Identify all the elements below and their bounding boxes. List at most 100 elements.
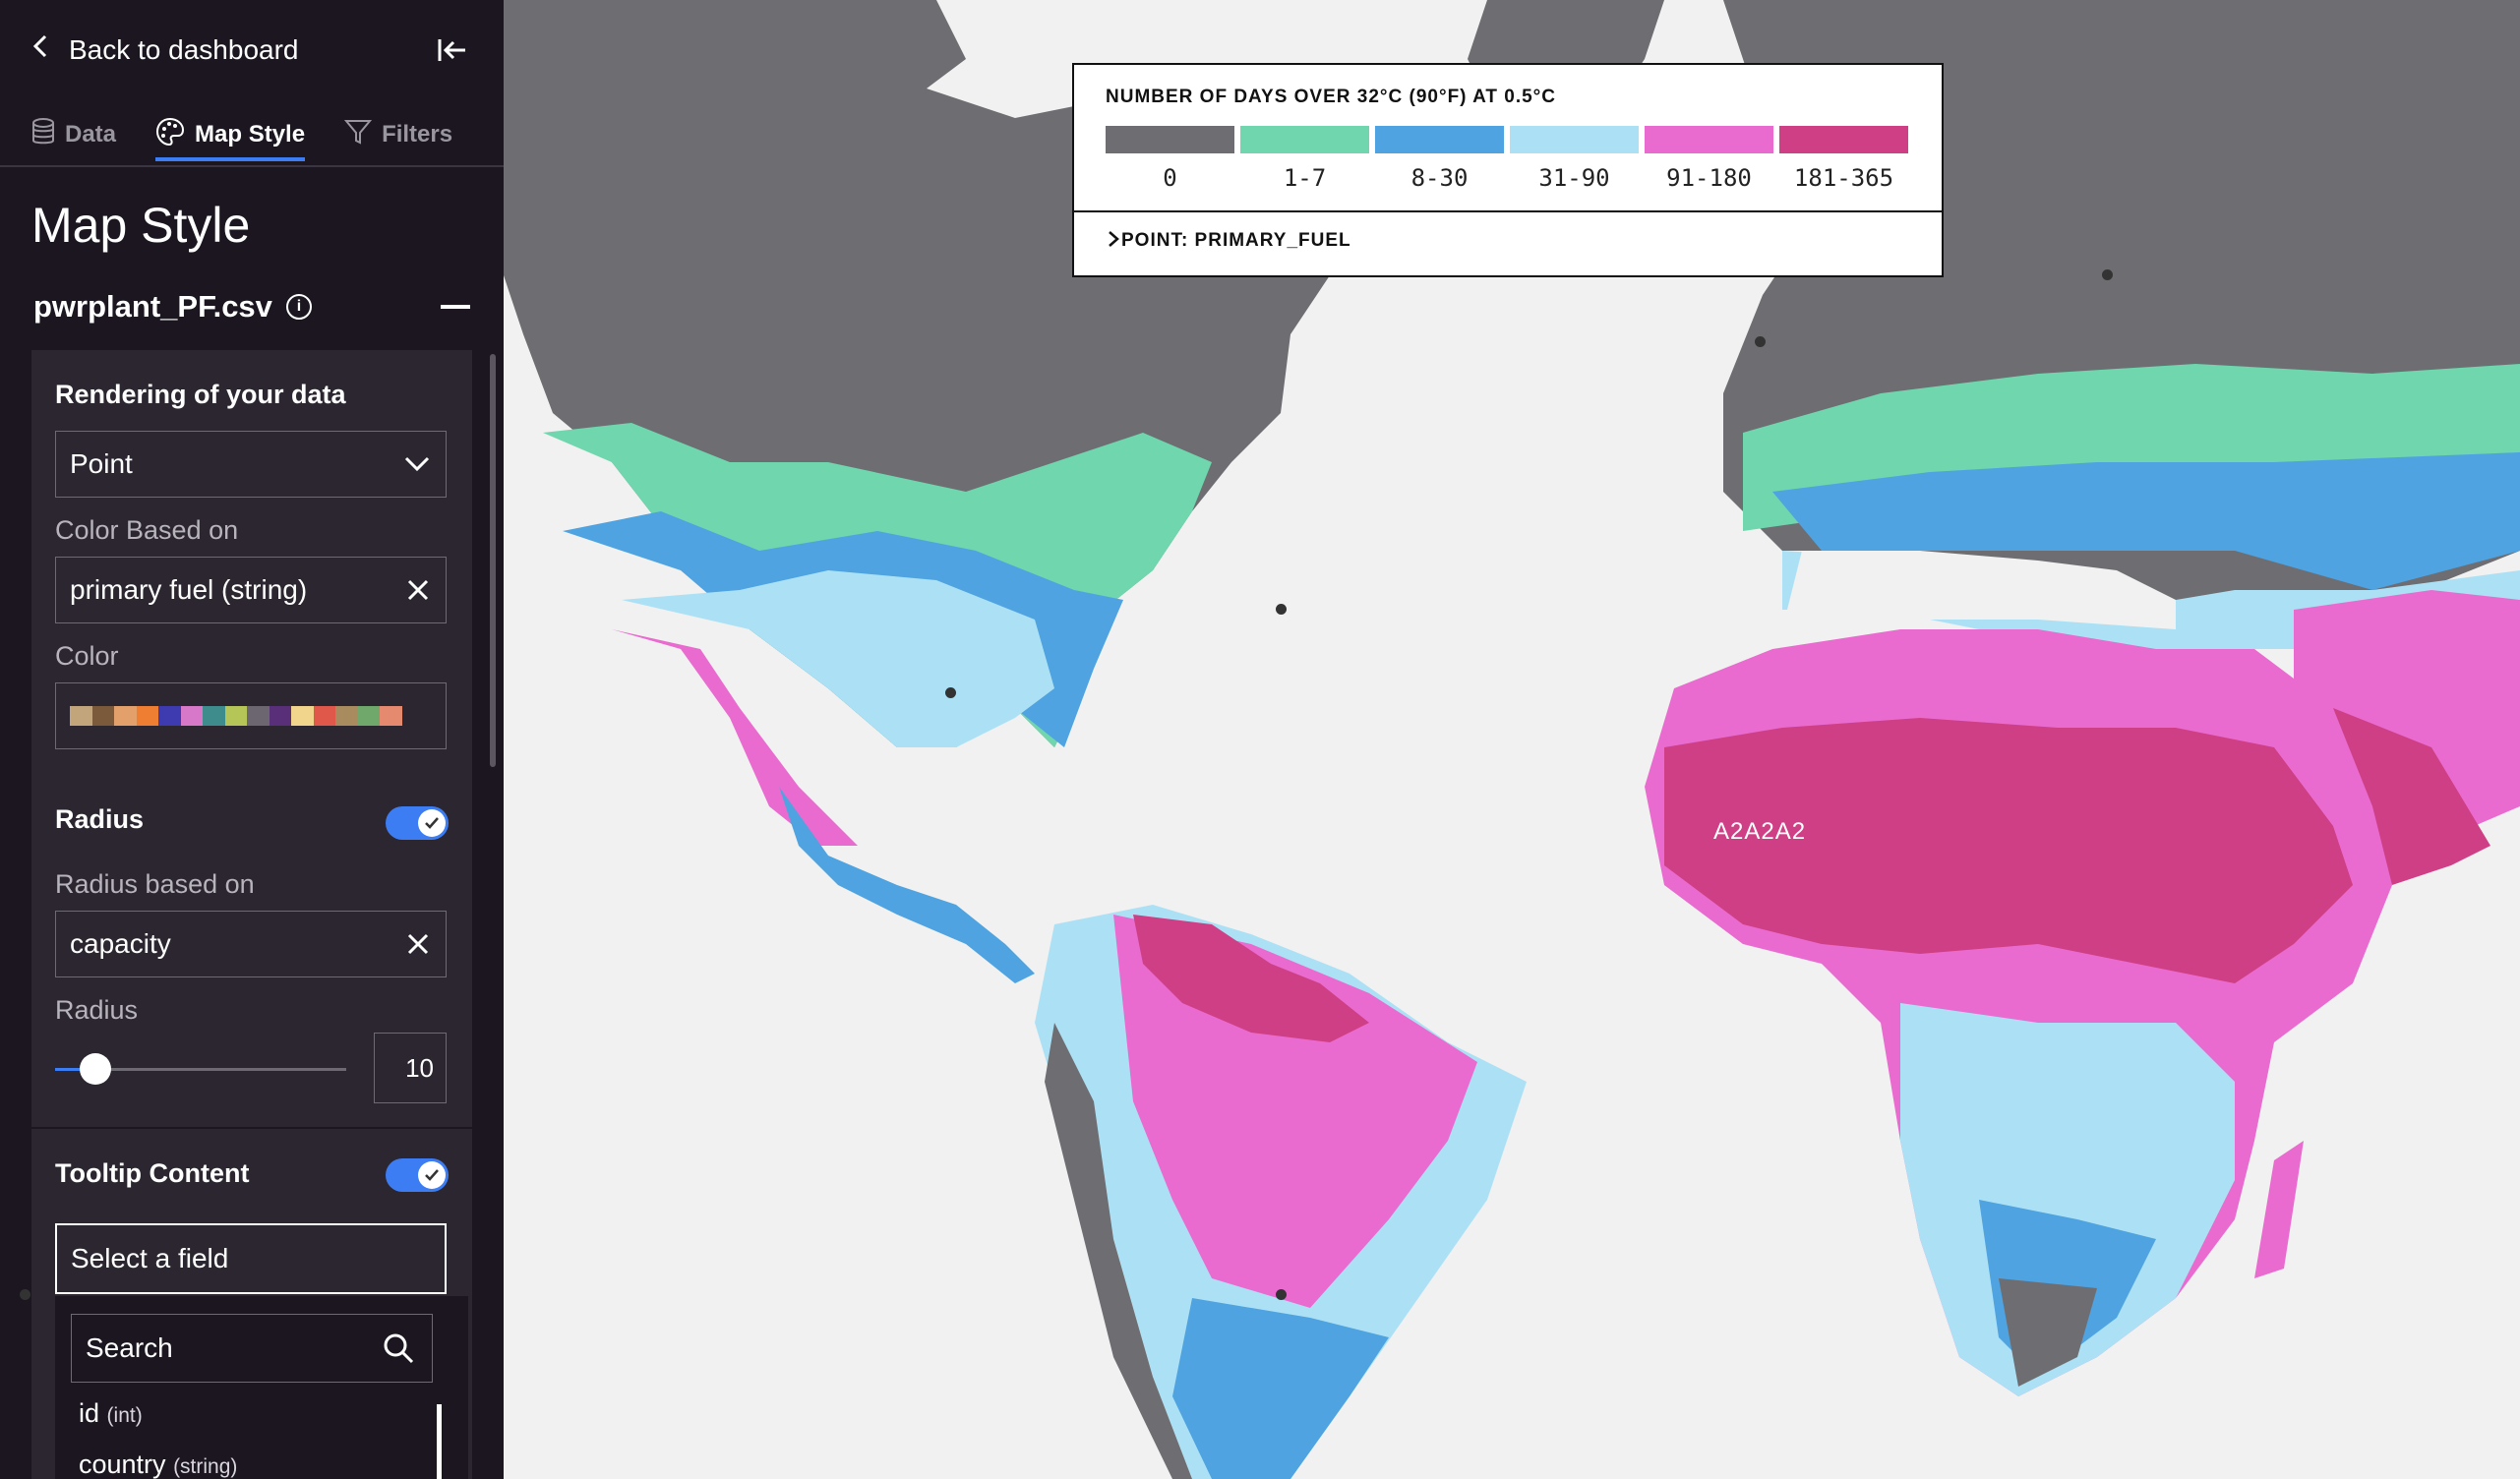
legend-bin-label: 31-90 [1538,164,1610,192]
rendering-heading: Rendering of your data [55,380,346,409]
tab-label: Map Style [195,121,306,148]
legend-swatch [1510,126,1639,153]
collapse-panel-icon[interactable] [433,28,472,73]
dropdown-scrollbar[interactable] [437,1404,442,1479]
legend-swatch [1645,126,1773,153]
legend-divider [1074,210,1942,212]
legend-bin-label: 1-7 [1283,164,1327,192]
info-icon[interactable]: i [285,294,312,320]
north-america-band-91-180 [612,629,858,846]
search-placeholder: Search [86,1332,173,1363]
tabs-divider [0,165,504,167]
palette-swatch [357,706,380,726]
legend-swatch [1106,126,1234,153]
option-type: (string) [173,1455,238,1478]
chevron-left-icon [31,32,51,68]
africa-band-31-90 [1900,1003,2235,1396]
tab-map-style[interactable]: Map Style [155,110,306,161]
color-based-on-field[interactable]: primary fuel (string) [55,557,447,623]
palette-swatch [380,706,402,726]
sidebar-tabs: Data Map Style Filters [31,110,474,163]
power-plant-point[interactable] [1275,1289,1287,1300]
legend-swatches [1106,126,1908,153]
radius-based-on-field[interactable]: capacity [55,911,447,977]
check-icon [418,1161,446,1189]
mediterranean [1782,551,2176,629]
palette-swatch [203,706,225,726]
back-label: Back to dashboard [69,34,299,65]
palette-swatch [180,706,203,726]
palette-swatch [291,706,314,726]
tab-data[interactable]: Data [31,110,116,159]
radius-toggle[interactable] [386,806,449,840]
radius-slider-fill [55,1068,96,1071]
database-icon [31,117,55,152]
clear-radius-field-icon[interactable] [406,932,430,956]
radius-based-on-label: Radius based on [55,869,255,899]
sahara [1664,718,2353,983]
dataset-header: pwrplant_PF.csv i [33,287,470,326]
power-plant-point[interactable] [2101,269,2113,280]
chevron-down-icon [404,456,430,472]
andes [1045,1023,1192,1479]
power-plant-point[interactable] [19,1289,30,1300]
panel-scrollbar[interactable] [490,354,496,767]
madagascar [2254,1141,2304,1278]
north-america-band-31-90 [622,570,1054,747]
radius-number-input[interactable]: 10 [374,1033,447,1103]
point-layer-label: POINT: PRIMARY_FUEL [1121,230,1351,251]
legend-title: NUMBER OF DAYS OVER 32°C (90°F) AT 0.5°C [1106,87,1556,107]
color-based-on-value: primary fuel (string) [70,574,308,605]
radius-slider-handle[interactable] [80,1053,112,1085]
map-legend: NUMBER OF DAYS OVER 32°C (90°F) AT 0.5°C… [1072,63,1944,277]
eurasia-band-8-30 [1772,452,2520,590]
palette-swatch [91,706,114,726]
legend-swatch [1375,126,1504,153]
tooltip-field-select[interactable]: Select a field [55,1223,447,1294]
radius-based-on-value: capacity [70,928,171,959]
power-plant-point[interactable] [1754,336,1766,347]
tab-filters[interactable]: Filters [343,110,453,159]
palette-swatch [158,706,181,726]
legend-bin-label: 0 [1163,164,1177,192]
palette-swatch [313,706,335,726]
field-search-input[interactable]: Search [71,1314,433,1383]
tooltip-heading: Tooltip Content [55,1158,250,1188]
field-option-id[interactable]: id (int) [79,1398,143,1429]
clear-color-field-icon[interactable] [406,578,430,602]
color-label: Color [55,641,119,671]
legend-labels: 0 1-7 8-30 31-90 91-180 181-365 [1106,164,1908,192]
power-plant-point[interactable] [944,687,956,698]
color-palette-picker[interactable] [55,682,447,749]
radius-slider[interactable] [55,1053,346,1085]
render-type-select[interactable]: Point [55,431,447,498]
tab-label: Filters [382,121,453,148]
palette-swatch [247,706,270,726]
central-america [779,787,1035,983]
palette-swatch [269,706,291,726]
map-canvas[interactable]: NUMBER OF DAYS OVER 32°C (90°F) AT 0.5°C… [19,0,2520,1479]
legend-swatch [1240,126,1369,153]
palette-swatch [70,706,92,726]
filter-icon [343,118,373,152]
color-palette-swatches [70,706,402,726]
field-option-country[interactable]: country (string) [79,1449,237,1479]
south-america-band-181-365 [1133,915,1369,1042]
palette-swatch [136,706,158,726]
collapse-dataset-icon[interactable] [441,305,470,309]
radius-label: Radius [55,995,139,1025]
radius-heading: Radius [55,804,145,834]
dataset-file-name: pwrplant_PF.csv [33,289,272,324]
render-type-value: Point [70,448,133,479]
palette-swatch [114,706,137,726]
power-plant-point[interactable] [1275,604,1287,615]
option-name: id [79,1398,100,1428]
palette-swatch [335,706,358,726]
check-icon [418,809,446,837]
back-to-dashboard-link[interactable]: Back to dashboard [31,28,472,73]
legend-bin-label: 8-30 [1410,164,1469,192]
search-icon [383,1332,414,1371]
legend-point-layer-toggle[interactable]: POINT: PRIMARY_FUEL [1108,230,1351,252]
tooltip-toggle[interactable] [386,1158,449,1192]
layer-style-card: Rendering of your data Point Color Based… [31,350,472,1127]
